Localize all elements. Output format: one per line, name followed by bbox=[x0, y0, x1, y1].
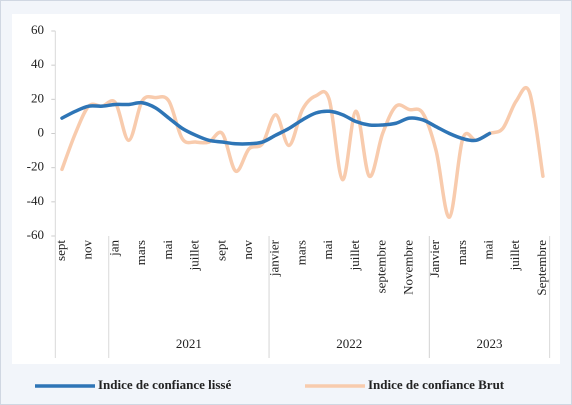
y-tick-label: -60 bbox=[27, 227, 44, 242]
y-tick-label: 60 bbox=[31, 22, 44, 37]
x-tick-label: jan bbox=[106, 240, 121, 257]
y-tick-label: 0 bbox=[38, 124, 45, 139]
y-tick-label: 20 bbox=[31, 90, 44, 105]
x-tick-label: mai bbox=[480, 240, 495, 260]
x-tick-label: juillet bbox=[347, 240, 362, 272]
x-tick-label: Janvier bbox=[427, 239, 442, 277]
x-tick-label: Novembre bbox=[400, 240, 415, 295]
x-tick-label: mai bbox=[320, 240, 335, 260]
x-tick-label: nov bbox=[240, 240, 255, 260]
x-tick-label: sept bbox=[213, 240, 228, 261]
legend-label: Indice de confiance lissé bbox=[98, 377, 231, 392]
x-tick-label: septembre bbox=[374, 240, 389, 294]
x-tick-label: mai bbox=[160, 240, 175, 260]
x-tick-label: juillet bbox=[187, 240, 202, 272]
y-tick-label: -20 bbox=[27, 159, 44, 174]
x-tick-label: nov bbox=[80, 240, 95, 260]
x-tick-label: Septembre bbox=[534, 240, 549, 296]
x-tick-label: mars bbox=[454, 240, 469, 265]
x-tick-label: mars bbox=[293, 240, 308, 265]
legend-label: Indice de confiance Brut bbox=[368, 377, 505, 392]
x-tick-label: sept bbox=[53, 240, 68, 261]
group-label: 2023 bbox=[477, 336, 503, 351]
x-tick-label: juillet bbox=[507, 240, 522, 272]
y-tick-label: -40 bbox=[27, 193, 44, 208]
x-tick-label: janvier bbox=[267, 239, 282, 277]
group-label: 2021 bbox=[176, 336, 202, 351]
y-tick-label: 40 bbox=[31, 56, 44, 71]
plot-background bbox=[12, 14, 560, 364]
x-tick-label: mars bbox=[133, 240, 148, 265]
series-line bbox=[60, 100, 492, 146]
group-label: 2022 bbox=[336, 336, 362, 351]
